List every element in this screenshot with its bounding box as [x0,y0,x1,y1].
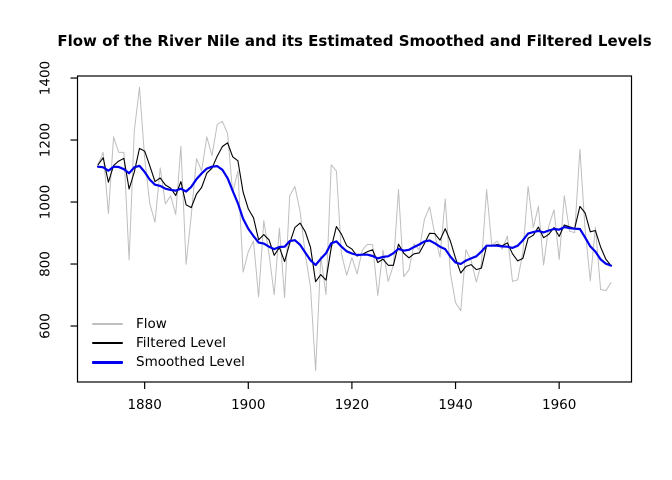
smoothed-line-swatch [92,361,123,364]
legend-row-smoothed: Smoothed Level [92,353,245,372]
filtered-level-series-line [97,142,612,283]
x-tick-label: 1920 [335,397,369,413]
filtered-line-swatch [92,342,123,344]
smoothed-level-series-line [96,164,613,267]
legend-label-flow: Flow [136,315,167,332]
chart-title: Flow of the River Nile and its Estimated… [57,32,652,50]
x-tick-label: 1880 [127,397,161,413]
legend-row-filtered: Filtered Level [92,333,245,352]
y-tick-label: 1400 [38,61,54,95]
x-tick-label: 1960 [542,397,576,413]
plot-box [76,75,633,383]
legend-label-filtered: Filtered Level [136,335,226,352]
flow-series-line [97,86,612,372]
flow-line-swatch [92,322,123,325]
x-tick-label: 1940 [438,397,472,413]
y-tick-label: 800 [38,251,54,277]
legend-row-flow: Flow [92,314,245,333]
y-tick-label: 600 [38,313,54,339]
x-tick-label: 1900 [231,397,265,413]
y-tick-label: 1000 [38,185,54,219]
y-tick-label: 1200 [38,123,54,157]
legend-label-smoothed: Smoothed Level [136,354,245,371]
legend: Flow Filtered Level Smoothed Level [92,314,245,372]
